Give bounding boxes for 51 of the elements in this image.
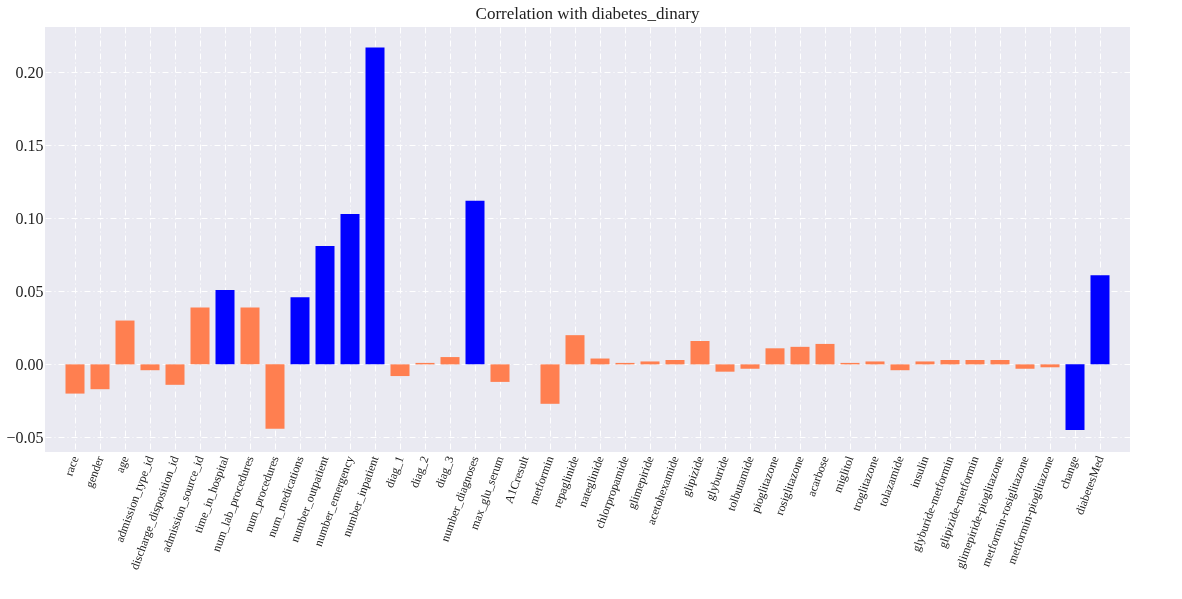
y-tick-label: 0.20 [15,63,44,81]
bar [540,364,560,404]
y-tick-label: 0.05 [15,282,44,300]
x-tick-label: acarbose [804,454,832,499]
bar [240,307,260,365]
bar [265,364,285,429]
bar [215,289,235,365]
bar [390,364,410,377]
bar [715,364,735,372]
bar [90,364,110,390]
bar [365,47,385,365]
bar [865,361,885,365]
x-tick-label: diag_2 [407,454,432,490]
bar [765,348,785,365]
bar [1090,275,1110,365]
bar [565,335,585,365]
bar [940,359,960,365]
y-tick-label: 0.10 [15,209,44,227]
bar [1040,364,1060,368]
x-tick-label: race [61,454,82,478]
bar [690,341,710,365]
bar [465,200,485,365]
bar [490,364,510,382]
bar [915,361,935,365]
bar [115,320,135,365]
bar [665,359,685,365]
bar [140,364,160,371]
y-tick-label: 0.00 [15,355,44,373]
bar [440,357,460,365]
bar [740,364,760,369]
bar [790,346,810,365]
bar [65,364,85,394]
y-tick-label: −0.05 [6,428,44,446]
x-tick-label: miglitol [830,453,857,495]
bar [890,364,910,371]
bar [990,359,1010,365]
y-tick-label: 0.15 [15,136,44,154]
bar [815,343,835,365]
chart-title: Correlation with diabetes_dinary [475,4,700,23]
x-tick-label: gender [82,454,107,490]
x-tick-label: glipizide [679,454,707,499]
x-tick-label: diag_1 [382,454,407,490]
bar [315,246,335,365]
bar [165,364,185,385]
bar [1015,364,1035,369]
bar [1065,364,1085,431]
bar [190,307,210,365]
bar [640,361,660,365]
bar [340,213,360,365]
bar [290,297,310,365]
bar [965,359,985,365]
